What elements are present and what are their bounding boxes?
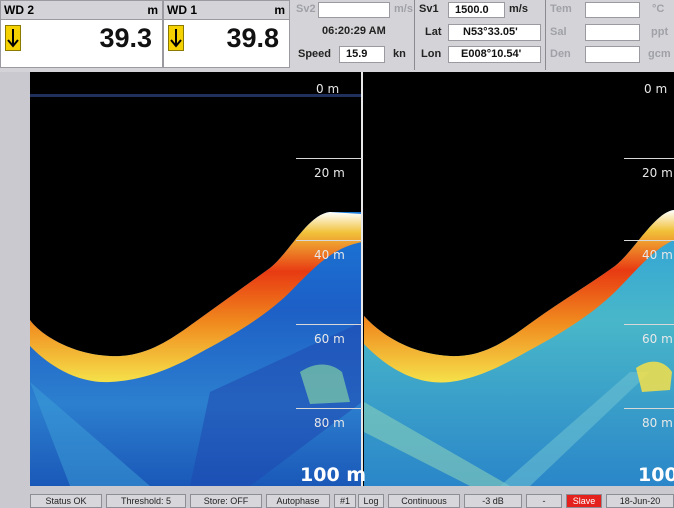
slave-button[interactable]: Slave	[566, 494, 602, 508]
sv1-field: 1500.0	[448, 2, 505, 18]
depth-label: 80 m	[314, 416, 345, 430]
range-label: 100 m	[300, 464, 367, 486]
wd1-value: 39.8	[226, 23, 279, 53]
sal-field	[585, 24, 640, 41]
tem-unit: °C	[652, 3, 665, 15]
sv1-unit: m/s	[509, 3, 528, 15]
lon-label: Lon	[421, 48, 442, 60]
lat-field: N53°33.05'	[448, 24, 541, 41]
wd1-label: WD 1	[167, 3, 197, 17]
depth-label: 0 m	[316, 82, 340, 96]
depth-label: 60 m	[642, 332, 673, 346]
depth-tick	[624, 158, 674, 159]
den-unit: gcm	[648, 48, 671, 60]
range-label: 100 r	[638, 464, 674, 486]
depth-tick	[624, 240, 674, 241]
log-button[interactable]: Log	[358, 494, 384, 508]
mode-button[interactable]: Continuous	[388, 494, 460, 508]
wd2-unit: m	[147, 3, 158, 17]
wd1-header: WD 1 m	[164, 1, 289, 20]
depth-label: 20 m	[314, 166, 345, 180]
blank-button[interactable]: -	[526, 494, 562, 508]
depth-label: 60 m	[314, 332, 345, 346]
down-arrow-icon	[5, 25, 21, 51]
clock-time: 06:20:29 AM	[322, 25, 386, 37]
depth-tick	[296, 240, 362, 241]
depth-label: 40 m	[314, 248, 345, 262]
autophase-button[interactable]: Autophase	[266, 494, 330, 508]
depth-tick	[296, 408, 362, 409]
sv2-label: Sv2	[296, 3, 316, 15]
sal-unit: ppt	[651, 26, 669, 38]
threshold-button[interactable]: Threshold: 5	[106, 494, 186, 508]
status-indicator: Status OK	[30, 494, 102, 508]
wd2-value: 39.3	[99, 23, 152, 53]
wd2-label: WD 2	[4, 3, 34, 17]
depth-tick	[296, 324, 362, 325]
date-display: 18-Jun-20	[606, 494, 674, 508]
info-bar: WD 2 m 39.3 WD 1 m 39.8 Sv2 m/s 06:20:29…	[0, 0, 674, 72]
wd1-panel: WD 1 m 39.8	[163, 0, 290, 68]
lat-label: Lat	[425, 26, 442, 38]
divider	[414, 0, 415, 70]
depth-tick	[624, 324, 674, 325]
den-field	[585, 46, 640, 63]
lon-value: E008°10.54'	[461, 48, 522, 60]
down-arrow-icon	[168, 25, 184, 51]
depth-tick	[296, 158, 362, 159]
depth-label: 40 m	[642, 248, 673, 262]
speed-field: 15.9	[339, 46, 385, 63]
lat-value: N53°33.05'	[463, 26, 518, 38]
gain-button[interactable]: -3 dB	[464, 494, 522, 508]
depth-label: 80 m	[642, 416, 673, 430]
depth-label: 0 m	[644, 82, 668, 96]
sv2-unit: m/s	[394, 3, 413, 15]
sal-label: Sal	[550, 26, 567, 38]
tem-field	[585, 2, 640, 18]
wd2-panel: WD 2 m 39.3	[0, 0, 163, 68]
wd2-header: WD 2 m	[1, 1, 162, 20]
lon-field: E008°10.54'	[448, 46, 541, 63]
sv1-label: Sv1	[419, 3, 439, 15]
echogram-display[interactable]: 0 m 20 m 40 m 60 m 80 m 100 m 0 m 20 m 4…	[30, 72, 674, 486]
tem-label: Tem	[550, 3, 572, 15]
sv1-value: 1500.0	[455, 4, 489, 16]
status-bar: Status OK Threshold: 5 Store: OFF Autoph…	[0, 492, 674, 508]
speed-unit: kn	[393, 48, 406, 60]
sv2-field	[318, 2, 390, 18]
store-button[interactable]: Store: OFF	[190, 494, 262, 508]
depth-label: 20 m	[642, 166, 673, 180]
channel-button[interactable]: #1	[334, 494, 356, 508]
speed-value: 15.9	[346, 48, 368, 60]
depth-tick	[624, 408, 674, 409]
echogram-image	[30, 72, 674, 486]
wd1-unit: m	[274, 3, 285, 17]
den-label: Den	[550, 48, 571, 60]
speed-label: Speed	[298, 48, 332, 60]
divider	[545, 0, 546, 70]
